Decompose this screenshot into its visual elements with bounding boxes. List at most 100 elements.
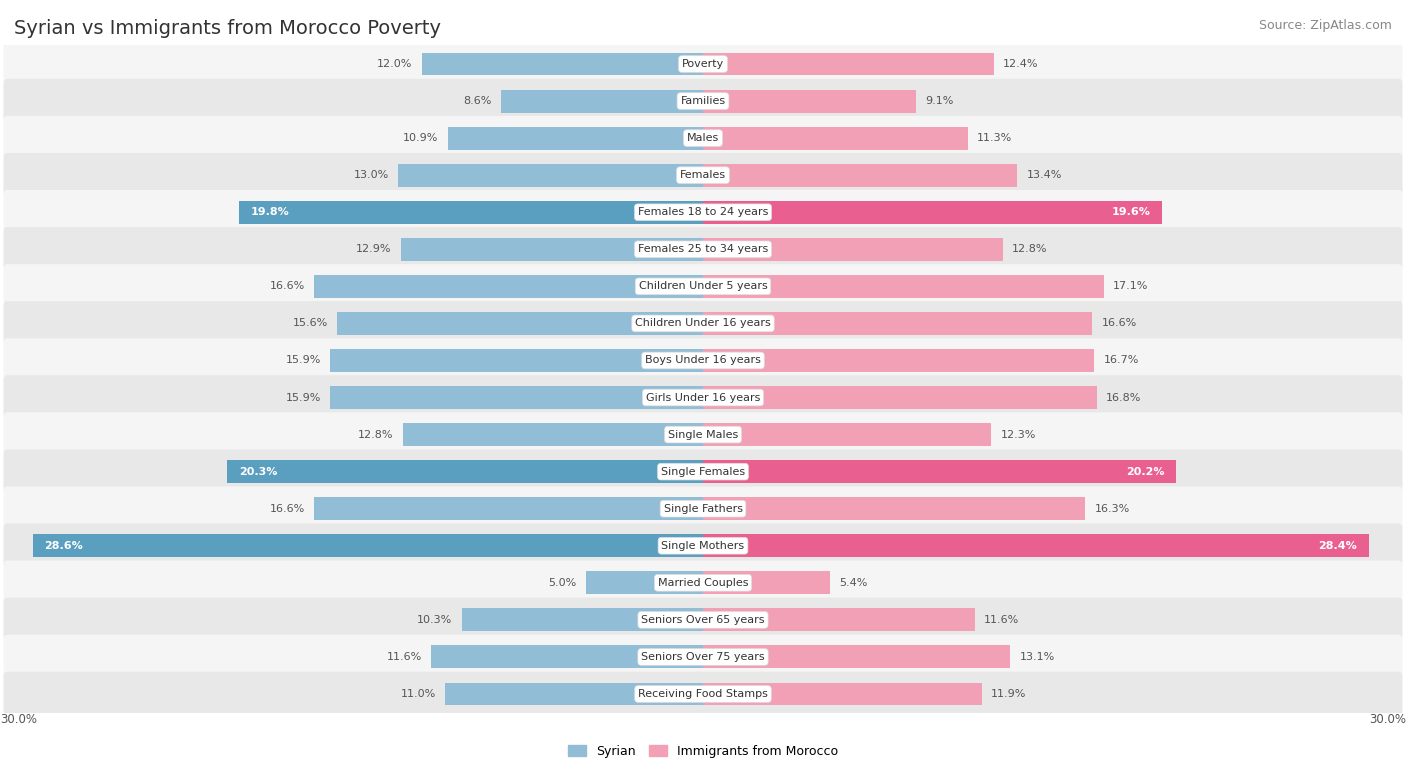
FancyBboxPatch shape — [3, 227, 1403, 271]
FancyBboxPatch shape — [3, 116, 1403, 161]
Text: Females: Females — [681, 171, 725, 180]
Text: 11.0%: 11.0% — [401, 689, 436, 699]
FancyBboxPatch shape — [3, 264, 1403, 309]
Text: Children Under 16 years: Children Under 16 years — [636, 318, 770, 328]
Text: Married Couples: Married Couples — [658, 578, 748, 587]
Bar — [703, 386, 1097, 409]
Bar — [502, 89, 703, 112]
Text: Males: Males — [688, 133, 718, 143]
Bar — [703, 52, 994, 76]
Bar — [446, 682, 703, 706]
Text: 20.2%: 20.2% — [1126, 467, 1164, 477]
Bar — [404, 423, 703, 446]
Text: 12.4%: 12.4% — [1002, 59, 1039, 69]
FancyBboxPatch shape — [3, 190, 1403, 234]
FancyBboxPatch shape — [3, 412, 1403, 457]
Text: 10.9%: 10.9% — [404, 133, 439, 143]
Text: 8.6%: 8.6% — [464, 96, 492, 106]
FancyBboxPatch shape — [3, 153, 1403, 197]
FancyBboxPatch shape — [3, 42, 1403, 86]
Text: 13.4%: 13.4% — [1026, 171, 1062, 180]
Text: Seniors Over 65 years: Seniors Over 65 years — [641, 615, 765, 625]
Bar — [703, 312, 1092, 335]
Text: 15.6%: 15.6% — [292, 318, 328, 328]
Bar — [703, 349, 1094, 372]
Text: 11.3%: 11.3% — [977, 133, 1012, 143]
Text: 17.1%: 17.1% — [1114, 281, 1149, 291]
Text: Single Mothers: Single Mothers — [661, 540, 745, 551]
Text: Families: Families — [681, 96, 725, 106]
Text: Syrian vs Immigrants from Morocco Poverty: Syrian vs Immigrants from Morocco Povert… — [14, 19, 441, 38]
Bar — [330, 349, 703, 372]
Text: 28.6%: 28.6% — [45, 540, 83, 551]
Text: Single Fathers: Single Fathers — [664, 504, 742, 514]
FancyBboxPatch shape — [3, 597, 1403, 642]
Bar — [703, 164, 1017, 186]
Bar — [447, 127, 703, 149]
Bar — [703, 646, 1010, 669]
Bar — [32, 534, 703, 557]
Bar — [401, 238, 703, 261]
Text: 15.9%: 15.9% — [285, 356, 321, 365]
FancyBboxPatch shape — [3, 524, 1403, 568]
Text: 12.8%: 12.8% — [1012, 244, 1047, 254]
Bar — [703, 572, 830, 594]
FancyBboxPatch shape — [3, 634, 1403, 679]
Bar — [314, 275, 703, 298]
Text: 16.8%: 16.8% — [1107, 393, 1142, 402]
Text: Poverty: Poverty — [682, 59, 724, 69]
Bar — [703, 275, 1104, 298]
Bar — [422, 52, 703, 76]
FancyBboxPatch shape — [3, 338, 1403, 383]
Text: 10.3%: 10.3% — [418, 615, 453, 625]
Text: 28.4%: 28.4% — [1317, 540, 1357, 551]
Bar — [703, 201, 1163, 224]
Text: 11.6%: 11.6% — [984, 615, 1019, 625]
Bar — [703, 682, 981, 706]
Text: 15.9%: 15.9% — [285, 393, 321, 402]
Text: 12.9%: 12.9% — [356, 244, 391, 254]
Text: Children Under 5 years: Children Under 5 years — [638, 281, 768, 291]
Text: Single Females: Single Females — [661, 467, 745, 477]
Text: 13.0%: 13.0% — [354, 171, 389, 180]
Text: Boys Under 16 years: Boys Under 16 years — [645, 356, 761, 365]
Text: 5.4%: 5.4% — [839, 578, 868, 587]
Bar — [432, 646, 703, 669]
Text: 12.3%: 12.3% — [1001, 430, 1036, 440]
Bar — [703, 127, 967, 149]
Bar — [330, 386, 703, 409]
Bar — [228, 460, 703, 483]
Text: Source: ZipAtlas.com: Source: ZipAtlas.com — [1258, 19, 1392, 32]
Text: 16.7%: 16.7% — [1104, 356, 1139, 365]
Bar — [703, 238, 1002, 261]
Bar — [314, 497, 703, 520]
Text: Receiving Food Stamps: Receiving Food Stamps — [638, 689, 768, 699]
Text: 30.0%: 30.0% — [0, 713, 37, 725]
Text: 16.6%: 16.6% — [1101, 318, 1136, 328]
Bar — [398, 164, 703, 186]
Text: Females 25 to 34 years: Females 25 to 34 years — [638, 244, 768, 254]
Text: 5.0%: 5.0% — [548, 578, 576, 587]
Bar — [586, 572, 703, 594]
Text: 9.1%: 9.1% — [925, 96, 955, 106]
Text: 11.6%: 11.6% — [387, 652, 422, 662]
Text: 16.3%: 16.3% — [1094, 504, 1129, 514]
Bar — [703, 497, 1085, 520]
Text: 16.6%: 16.6% — [270, 281, 305, 291]
FancyBboxPatch shape — [3, 301, 1403, 346]
FancyBboxPatch shape — [3, 672, 1403, 716]
FancyBboxPatch shape — [3, 79, 1403, 124]
Bar — [703, 534, 1368, 557]
Text: Single Males: Single Males — [668, 430, 738, 440]
Bar — [239, 201, 703, 224]
Text: 20.3%: 20.3% — [239, 467, 277, 477]
Text: Females 18 to 24 years: Females 18 to 24 years — [638, 207, 768, 218]
Text: 30.0%: 30.0% — [1369, 713, 1406, 725]
Text: 16.6%: 16.6% — [270, 504, 305, 514]
Bar — [703, 460, 1177, 483]
Text: 19.8%: 19.8% — [250, 207, 290, 218]
Bar — [703, 423, 991, 446]
Text: Seniors Over 75 years: Seniors Over 75 years — [641, 652, 765, 662]
Text: Girls Under 16 years: Girls Under 16 years — [645, 393, 761, 402]
FancyBboxPatch shape — [3, 487, 1403, 531]
